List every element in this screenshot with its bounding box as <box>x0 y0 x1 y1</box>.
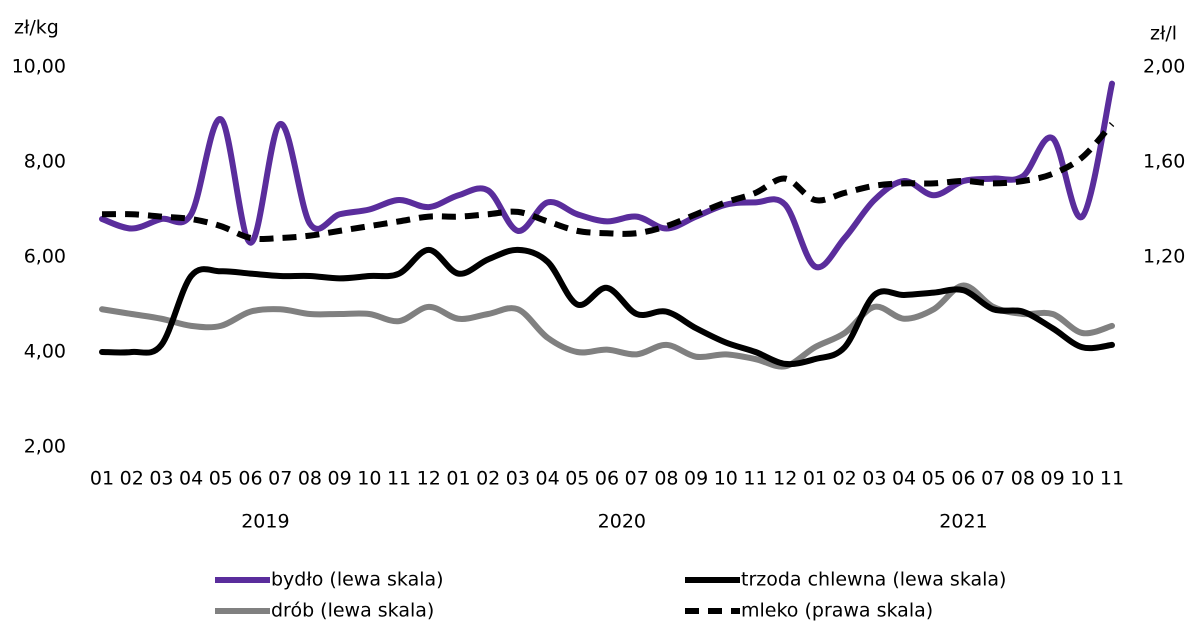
x-tick-label: 02 <box>833 468 857 490</box>
legend-label: trzoda chlewna (lewa skala) <box>741 569 1006 591</box>
x-tick-label: 10 <box>1070 468 1094 490</box>
series-line <box>99 246 1115 368</box>
x-tick-label: 03 <box>506 468 530 490</box>
y2-tick-label: 1,60 <box>1143 151 1185 173</box>
x-tick-label: 01 <box>446 468 470 490</box>
x-tick-label: 12 <box>773 468 797 490</box>
x-tick-label: 11 <box>387 468 411 490</box>
y-tick-label: 4,00 <box>24 341 66 363</box>
x-tick-label: 05 <box>565 468 589 490</box>
legend-label: mleko (prawa skala) <box>741 600 933 622</box>
x-tick-label: 09 <box>1040 468 1064 490</box>
x-tick-label: 07 <box>268 468 292 490</box>
x-tick-label: 05 <box>922 468 946 490</box>
x-tick-label: 03 <box>149 468 173 490</box>
x-tick-label: 09 <box>328 468 352 490</box>
x-tick-label: 06 <box>238 468 262 490</box>
x-tick-label: 04 <box>892 468 916 490</box>
y-tick-label: 10,00 <box>12 56 66 78</box>
x-tick-label: 02 <box>120 468 144 490</box>
x-tick-label: 11 <box>743 468 767 490</box>
series-line <box>101 122 1115 242</box>
y-tick-label: 2,00 <box>24 436 66 458</box>
series-line <box>99 80 1115 271</box>
y2-tick-label: 1,20 <box>1143 246 1185 268</box>
x-tick-label: 07 <box>625 468 649 490</box>
year-label: 2021 <box>939 511 987 533</box>
year-label: 2019 <box>241 511 289 533</box>
x-tick-label: 07 <box>981 468 1005 490</box>
x-tick-label: 12 <box>417 468 441 490</box>
x-tick-label: 03 <box>862 468 886 490</box>
x-tick-label: 06 <box>595 468 619 490</box>
x-tick-label: 08 <box>1011 468 1035 490</box>
x-tick-label: 02 <box>476 468 500 490</box>
year-label: 2020 <box>598 511 646 533</box>
x-tick-label: 09 <box>684 468 708 490</box>
x-tick-label: 01 <box>90 468 114 490</box>
series-line <box>99 282 1115 370</box>
x-tick-label: 08 <box>298 468 322 490</box>
x-tick-label: 08 <box>654 468 678 490</box>
x-tick-label: 10 <box>714 468 738 490</box>
legend-label: bydło (lewa skala) <box>271 569 444 591</box>
x-tick-label: 01 <box>803 468 827 490</box>
x-tick-label: 06 <box>951 468 975 490</box>
x-tick-label: 10 <box>357 468 381 490</box>
y2-tick-label: 2,00 <box>1143 56 1185 78</box>
y-tick-label: 8,00 <box>24 151 66 173</box>
y-axis-unit: zł/kg <box>14 17 59 39</box>
y-tick-label: 6,00 <box>24 246 66 268</box>
x-tick-label: 04 <box>179 468 203 490</box>
x-tick-label: 04 <box>535 468 559 490</box>
legend-label: drób (lewa skala) <box>271 600 434 622</box>
x-tick-label: 05 <box>209 468 233 490</box>
x-tick-label: 11 <box>1100 468 1124 490</box>
y2-axis-unit: zł/l <box>1150 23 1177 45</box>
